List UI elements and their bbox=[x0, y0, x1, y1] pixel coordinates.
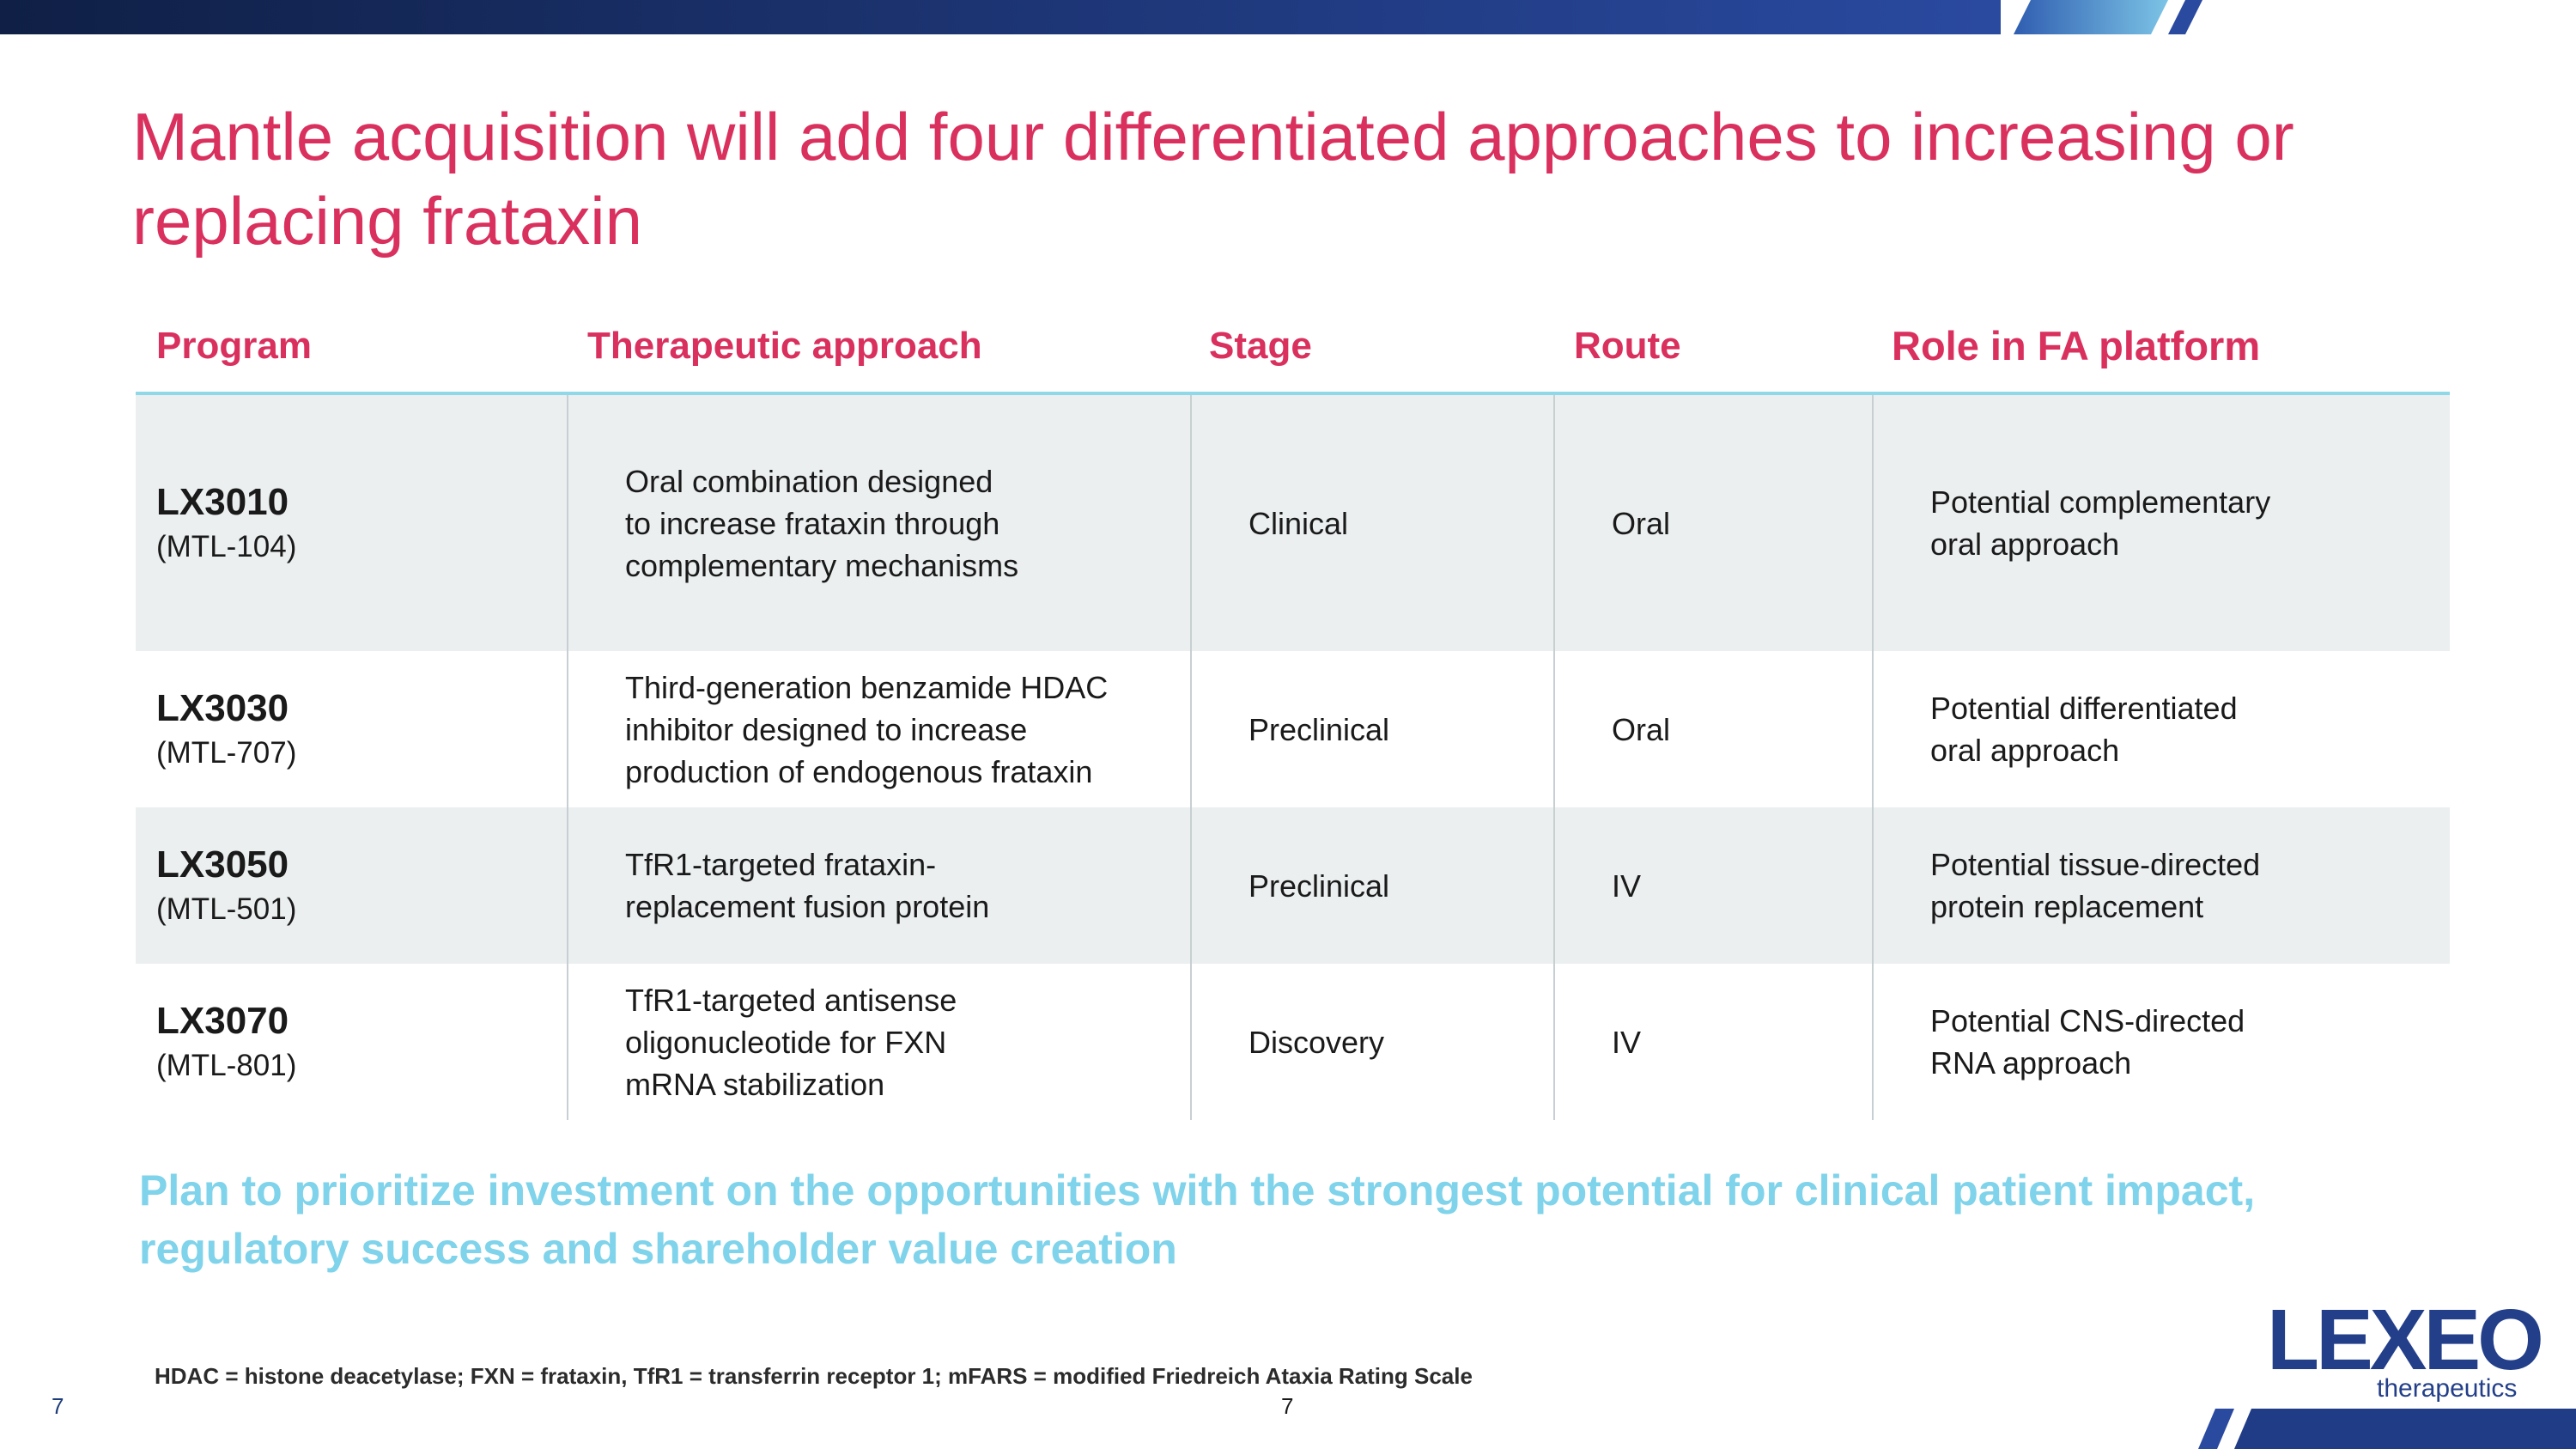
approach-line: inhibitor designed to increase bbox=[625, 711, 1028, 747]
program-cell: LX3070 (MTL-801) bbox=[156, 964, 296, 1120]
header-approach: Therapeutic approach bbox=[587, 325, 982, 367]
header-route: Route bbox=[1574, 325, 1681, 367]
role-line: Potential differentiated bbox=[1930, 691, 2238, 726]
table-header: Program Therapeutic approach Stage Route… bbox=[136, 318, 2450, 395]
approach-cell: Third-generation benzamide HDAC inhibito… bbox=[625, 651, 1108, 807]
role-cell: Potential tissue-directed protein replac… bbox=[1930, 807, 2260, 964]
approach-cell: TfR1-targeted antisense oligonucleotide … bbox=[625, 964, 957, 1120]
stage-cell: Preclinical bbox=[1249, 711, 1390, 747]
page-title: Mantle acquisition will add four differe… bbox=[132, 99, 2294, 259]
approach-line: Oral combination designed bbox=[625, 463, 993, 499]
approach-line: Third-generation benzamide HDAC bbox=[625, 669, 1109, 705]
program-alias: (MTL-104) bbox=[156, 530, 297, 563]
program-cell: LX3030 (MTL-707) bbox=[156, 651, 296, 807]
approach-line: oligonucleotide for FXN bbox=[625, 1024, 947, 1060]
header-role: Role in FA platform bbox=[1892, 323, 2261, 368]
programs-table: Program Therapeutic approach Stage Route… bbox=[136, 318, 2450, 1120]
approach-cell: Oral combination designed to increase fr… bbox=[625, 395, 1018, 651]
header-stage: Stage bbox=[1209, 325, 1312, 367]
program-id: LX3070 bbox=[156, 1000, 289, 1042]
stage-cell: Clinical bbox=[1249, 505, 1349, 541]
program-id: LX3030 bbox=[156, 687, 289, 729]
approach-line: replacement fusion protein bbox=[625, 889, 990, 924]
page-number-center: 7 bbox=[1281, 1393, 1294, 1419]
route-cell: Oral bbox=[1612, 711, 1671, 747]
table-row: LX3050 (MTL-501) TfR1-targeted frataxin-… bbox=[136, 807, 2450, 964]
role-line: Potential complementary bbox=[1930, 484, 2271, 520]
program-cell: LX3050 (MTL-501) bbox=[156, 807, 296, 964]
table-row: LX3070 (MTL-801) TfR1-targeted antisense… bbox=[136, 964, 2450, 1120]
footnote: HDAC = histone deacetylase; FXN = fratax… bbox=[155, 1363, 1473, 1389]
role-line: Potential tissue-directed bbox=[1930, 847, 2261, 882]
role-line: RNA approach bbox=[1930, 1045, 2132, 1081]
program-id: LX3010 bbox=[156, 481, 289, 523]
role-cell: Potential CNS-directed RNA approach bbox=[1930, 964, 2245, 1120]
logo-tagline: therapeutics bbox=[2377, 1374, 2517, 1403]
approach-line: TfR1-targeted antisense bbox=[625, 982, 957, 1018]
role-cell: Potential differentiated oral approach bbox=[1930, 651, 2238, 807]
program-cell: LX3010 (MTL-104) bbox=[156, 395, 296, 651]
approach-line: complementary mechanisms bbox=[625, 547, 1019, 583]
program-alias: (MTL-501) bbox=[156, 892, 297, 926]
logo-wordmark: LEXEO bbox=[2267, 1297, 2541, 1388]
approach-line: TfR1-targeted frataxin- bbox=[625, 847, 937, 882]
stage-cell: Discovery bbox=[1249, 1024, 1385, 1060]
header-program: Program bbox=[156, 325, 312, 367]
route-cell: Oral bbox=[1612, 505, 1671, 541]
approach-line: to increase frataxin through bbox=[625, 505, 1000, 541]
role-line: Potential CNS-directed bbox=[1930, 1003, 2245, 1038]
bottom-banner bbox=[2198, 1409, 2576, 1449]
approach-cell: TfR1-targeted frataxin- replacement fusi… bbox=[625, 807, 989, 964]
role-cell: Potential complementary oral approach bbox=[1930, 395, 2270, 651]
lexeo-logo: LEXEO therapeutics bbox=[2267, 1292, 2544, 1409]
top-banner bbox=[0, 0, 2202, 34]
program-alias: (MTL-707) bbox=[156, 736, 297, 770]
stage-cell: Preclinical bbox=[1249, 868, 1390, 904]
page-number-left: 7 bbox=[52, 1393, 64, 1419]
table-row: LX3030 (MTL-707) Third-generation benzam… bbox=[136, 651, 2450, 807]
role-line: oral approach bbox=[1930, 527, 2120, 562]
role-line: oral approach bbox=[1930, 733, 2120, 768]
role-line: protein replacement bbox=[1930, 889, 2204, 924]
key-message-line: regulatory success and shareholder value… bbox=[139, 1225, 1177, 1273]
program-id: LX3050 bbox=[156, 843, 289, 886]
route-cell: IV bbox=[1612, 868, 1642, 904]
key-message-line: Plan to prioritize investment on the opp… bbox=[139, 1166, 2256, 1215]
approach-line: mRNA stabilization bbox=[625, 1066, 885, 1102]
program-alias: (MTL-801) bbox=[156, 1049, 297, 1082]
approach-line: production of endogenous frataxin bbox=[625, 753, 1093, 789]
table-row: LX3010 (MTL-104) Oral combination design… bbox=[136, 395, 2450, 651]
route-cell: IV bbox=[1612, 1024, 1642, 1060]
key-message: Plan to prioritize investment on the opp… bbox=[139, 1161, 2372, 1278]
